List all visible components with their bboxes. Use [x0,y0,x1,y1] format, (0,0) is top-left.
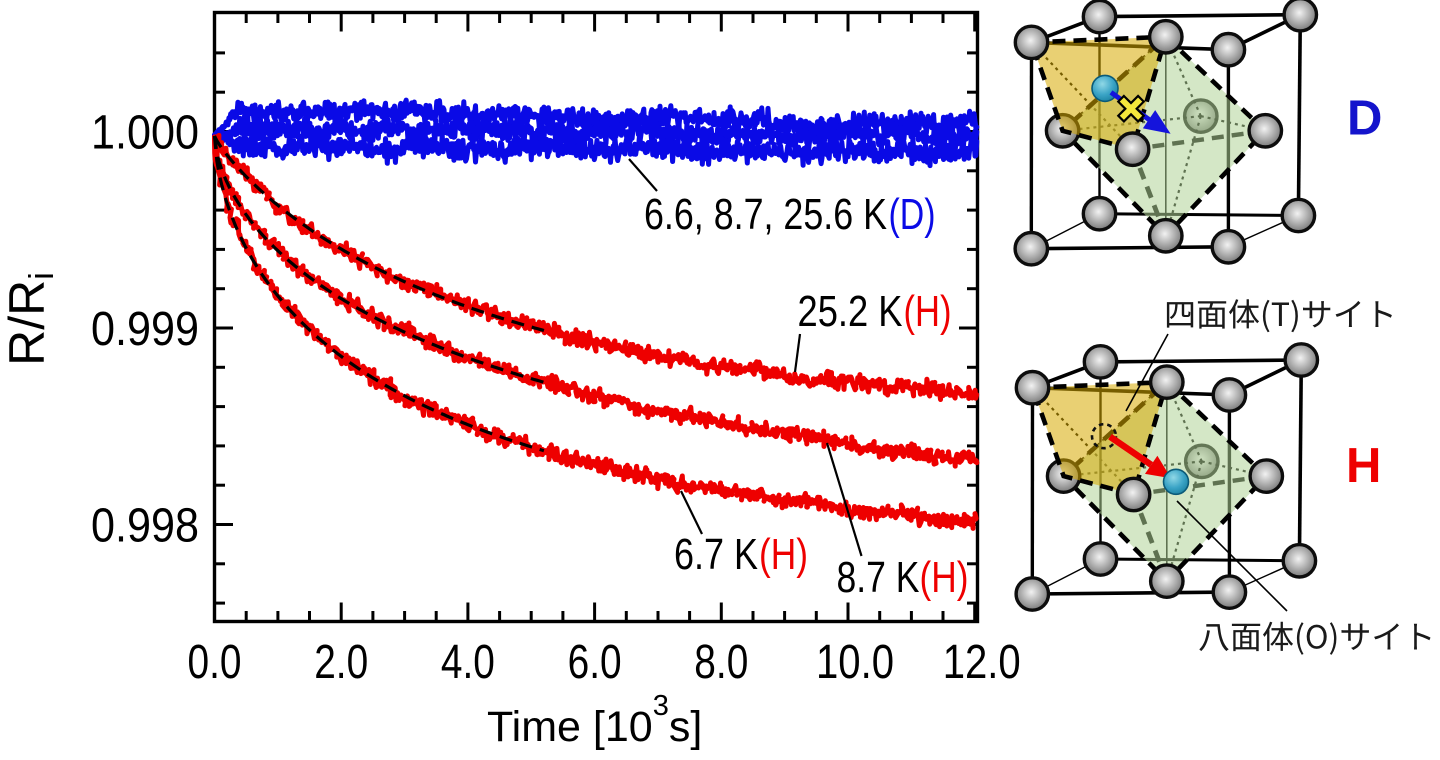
svg-text:1.000: 1.000 [91,106,199,159]
svg-text:10.0: 10.0 [816,636,894,689]
svg-text:(D): (D) [889,190,936,239]
svg-text:(H): (H) [920,553,969,602]
svg-text:H: H [1346,439,1381,493]
svg-text:0.0: 0.0 [188,636,242,689]
svg-text:8.0: 8.0 [694,636,748,689]
svg-text:D: D [1347,92,1382,146]
svg-text:8.7 K: 8.7 K [837,553,920,602]
svg-text:0.998: 0.998 [91,499,199,552]
svg-text:6.7 K: 6.7 K [674,530,758,579]
svg-text:6.0: 6.0 [568,636,622,689]
svg-text:0.999: 0.999 [91,303,199,356]
svg-text:25.2 K: 25.2 K [798,287,903,336]
svg-text:2.0: 2.0 [314,636,368,689]
svg-text:12.0: 12.0 [943,636,1021,689]
svg-text:R/Ri: R/Ri [0,272,61,366]
svg-text:(H): (H) [759,530,808,579]
svg-text:6.6, 8.7, 25.6 K: 6.6, 8.7, 25.6 K [644,190,887,239]
svg-text:(H): (H) [904,287,952,336]
svg-text:4.0: 4.0 [441,636,495,689]
